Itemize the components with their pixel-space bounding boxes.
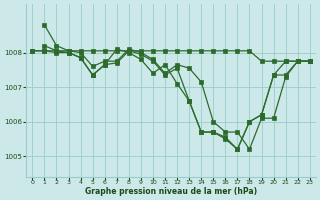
X-axis label: Graphe pression niveau de la mer (hPa): Graphe pression niveau de la mer (hPa)	[85, 187, 257, 196]
